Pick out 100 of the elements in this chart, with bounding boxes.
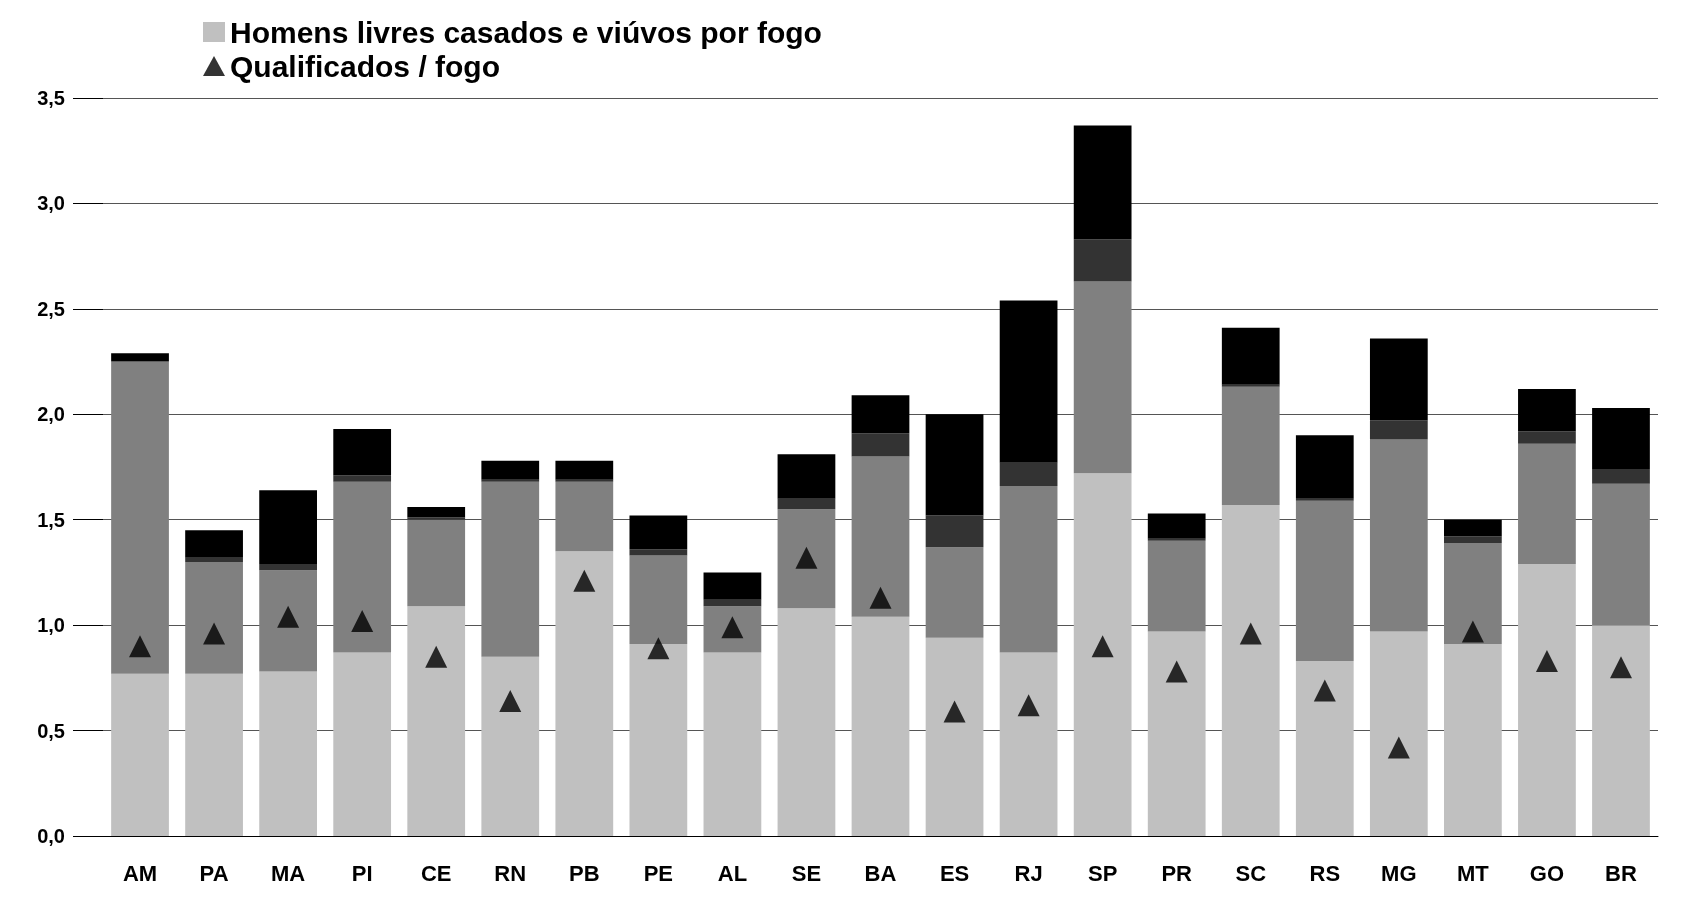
bar xyxy=(1369,338,1428,421)
point xyxy=(1165,660,1188,683)
x-tick-label: ES xyxy=(939,860,970,886)
bar xyxy=(1073,125,1132,240)
bar xyxy=(1295,500,1354,661)
y-tick-label: 0,5 xyxy=(37,719,65,742)
point xyxy=(129,635,152,658)
x-tick-label: PI xyxy=(351,860,373,886)
x-tick-label: PB xyxy=(569,860,600,886)
bar xyxy=(259,563,317,571)
point xyxy=(1091,635,1114,658)
bar xyxy=(333,475,392,482)
bar xyxy=(851,433,910,457)
bar xyxy=(1221,384,1280,387)
bar xyxy=(1444,542,1502,645)
bar xyxy=(1073,473,1132,836)
point xyxy=(351,609,374,632)
bar xyxy=(259,570,317,672)
x-tick-label: GO xyxy=(1529,860,1565,886)
x-tick-label: AL xyxy=(717,860,748,886)
bar xyxy=(1295,660,1354,836)
bar xyxy=(925,547,984,638)
bar xyxy=(1295,498,1354,501)
point xyxy=(795,546,818,569)
bar xyxy=(1147,513,1206,539)
bar xyxy=(1221,327,1280,385)
bar xyxy=(703,606,762,653)
bar xyxy=(1147,540,1206,632)
y-tick-label: 3,0 xyxy=(37,192,65,215)
point xyxy=(1535,649,1558,672)
bar xyxy=(111,361,169,674)
bar xyxy=(703,652,762,836)
bar xyxy=(481,460,540,480)
bar xyxy=(259,671,317,836)
legend-label: Qualificados / fogo xyxy=(230,49,501,83)
y-tick-label: 1,5 xyxy=(37,508,65,531)
bar xyxy=(1073,239,1132,282)
bar xyxy=(555,479,614,482)
bar xyxy=(851,456,910,617)
bar xyxy=(1221,386,1280,505)
x-tick-label: MA xyxy=(271,860,306,886)
bar xyxy=(185,673,243,836)
point xyxy=(425,645,448,668)
bar xyxy=(1592,483,1650,626)
x-tick-label: PR xyxy=(1161,860,1193,886)
bar xyxy=(1444,519,1502,537)
bar xyxy=(407,606,466,836)
bar xyxy=(111,353,169,362)
x-tick-label: SC xyxy=(1235,860,1267,886)
bar xyxy=(703,572,762,600)
bar xyxy=(1369,439,1428,632)
bar xyxy=(999,300,1058,463)
bar xyxy=(851,616,910,836)
bar xyxy=(629,549,688,556)
bar xyxy=(1073,281,1132,474)
bar xyxy=(555,481,614,552)
bar xyxy=(777,454,836,499)
x-tick-label: CE xyxy=(420,860,452,886)
bar xyxy=(555,551,614,836)
point xyxy=(1461,620,1484,643)
bar xyxy=(629,644,688,836)
bar xyxy=(1518,388,1576,432)
bar xyxy=(925,637,984,836)
x-tick-label: SE xyxy=(791,860,822,886)
x-tick-label: PE xyxy=(643,860,674,886)
bar xyxy=(1444,644,1502,836)
bar xyxy=(1147,631,1206,836)
point xyxy=(869,586,892,609)
bar xyxy=(481,479,540,482)
y-tick-label: 1,0 xyxy=(37,614,65,637)
point xyxy=(1017,694,1040,717)
x-tick-label: RS xyxy=(1309,860,1341,886)
bar xyxy=(185,530,243,558)
bar xyxy=(333,652,392,836)
bar xyxy=(185,557,243,562)
bar xyxy=(481,481,540,657)
point xyxy=(1387,736,1410,759)
bar xyxy=(1518,563,1576,836)
x-tick-label: BA xyxy=(864,860,897,886)
bar xyxy=(1592,625,1650,836)
point xyxy=(277,605,300,628)
bar xyxy=(1592,469,1650,484)
bar xyxy=(629,515,688,550)
bar xyxy=(407,519,466,607)
bar xyxy=(555,460,614,480)
x-tick-label: PA xyxy=(199,860,229,886)
y-tick-label: 3,5 xyxy=(37,87,65,109)
bar xyxy=(407,517,466,520)
x-tick-label: BR xyxy=(1605,860,1637,886)
x-tick-label: RJ xyxy=(1014,860,1043,886)
bar xyxy=(1221,504,1280,836)
point xyxy=(1239,622,1262,645)
bar xyxy=(851,395,910,434)
point xyxy=(943,700,966,723)
bar xyxy=(703,599,762,607)
bar xyxy=(1592,407,1650,470)
y-tick-label: 2,0 xyxy=(37,403,65,426)
legend-label: Homens livres casados e viúvos por fogo xyxy=(230,15,822,49)
x-tick-label: MT xyxy=(1457,860,1490,886)
x-tick-label: SP xyxy=(1087,860,1118,886)
